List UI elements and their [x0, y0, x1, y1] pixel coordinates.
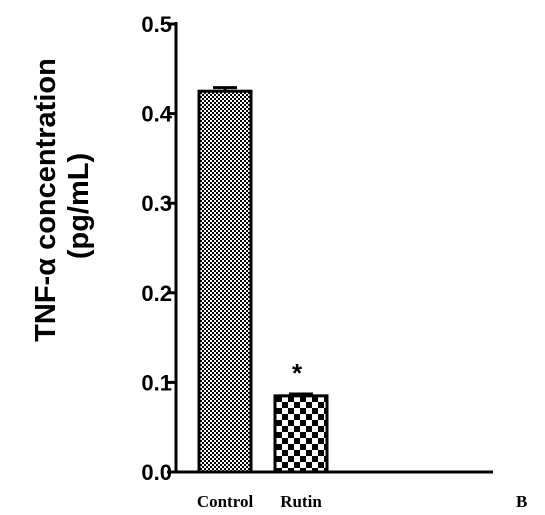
axes-layer: Control Rutin 0.0 0.1 0.2 0.3 0.4 0.5	[141, 12, 493, 511]
y-tick-label: 0.5	[141, 12, 172, 37]
panel-label: B	[516, 492, 527, 511]
y-axis-label-line1: TNF-α concentration	[30, 58, 62, 342]
y-tick-label: 0.2	[141, 281, 172, 306]
y-tick-label: 0.1	[141, 370, 172, 395]
y-tick-label: 0.0	[141, 460, 172, 485]
significance-marker-rutin: *	[292, 358, 303, 388]
bar-control	[197, 89, 253, 474]
y-axis-label-line2: (pg/mL)	[63, 153, 95, 259]
x-tick-label-rutin: Rutin	[280, 492, 322, 511]
y-tick-label: 0.4	[141, 102, 172, 127]
bars-layer: *	[197, 86, 329, 474]
y-tick-label: 0.3	[141, 191, 172, 216]
bar-rutin	[273, 394, 329, 474]
x-tick-label-control: Control	[197, 492, 254, 511]
